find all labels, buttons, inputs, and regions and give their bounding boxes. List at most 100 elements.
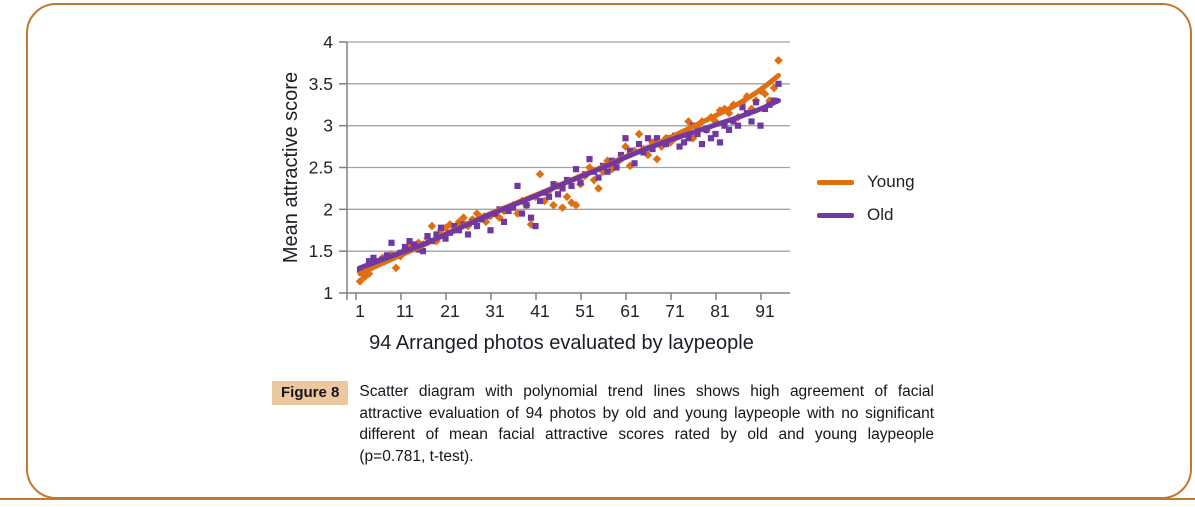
scatter-point-young — [598, 167, 608, 176]
scatter-point-young — [684, 117, 693, 126]
scatter-point-old — [622, 135, 629, 142]
scatter-point-young — [585, 163, 594, 172]
scatter-point-old — [716, 139, 724, 146]
scatter-point-old — [757, 122, 764, 129]
scatter-point-old — [559, 185, 566, 192]
figure-caption-text: Scatter diagram with polynomial trend li… — [359, 383, 934, 465]
x-tick-label: 21 — [440, 301, 459, 321]
scatter-point-old — [424, 233, 431, 240]
scatter-point-young — [513, 209, 522, 218]
scatter-point-old — [433, 231, 440, 238]
scatter-point-old — [626, 147, 634, 154]
scatter-point-young — [571, 200, 581, 210]
scatter-point-young — [427, 221, 437, 231]
scatter-point-old — [406, 238, 413, 245]
scatter-point-young — [688, 133, 698, 143]
scatter-point-young — [607, 164, 617, 174]
scatter-point-old — [604, 168, 611, 175]
scatter-point-old — [500, 218, 508, 225]
legend-item-old: Old — [817, 204, 915, 226]
scatter-point-old — [370, 254, 377, 261]
scatter-point-old — [721, 122, 728, 129]
scatter-point-old — [464, 231, 472, 238]
scatter-point-old — [410, 241, 418, 248]
scatter-point-old — [653, 135, 661, 142]
scatter-point-old — [437, 224, 445, 231]
scatter-point-young — [652, 154, 662, 164]
scatter-point-old — [676, 143, 683, 150]
figure-caption: Figure 8 Scatter diagram with polynomial… — [272, 381, 934, 467]
scatter-point-old — [518, 210, 526, 217]
bottom-divider — [0, 498, 1195, 500]
scatter-point-young — [774, 56, 783, 65]
scatter-point-young — [747, 104, 756, 114]
scatter-point-young — [765, 96, 774, 105]
y-tick-label: 4 — [323, 32, 333, 52]
scatter-point-old — [586, 156, 593, 163]
x-tick-label: 81 — [710, 301, 729, 321]
scatter-point-young — [711, 117, 720, 126]
y-tick-label: 1 — [323, 283, 333, 303]
scatter-point-old — [748, 118, 755, 125]
scatter-point-old — [442, 235, 449, 242]
legend-label-old: Old — [867, 205, 894, 224]
scatter-point-old — [595, 174, 602, 181]
scatter-point-young — [459, 213, 468, 222]
scatter-point-old — [568, 182, 575, 190]
young-series-swatch — [817, 179, 854, 185]
scatter-point-old — [550, 181, 557, 188]
scatter-point-young — [567, 198, 576, 207]
scatter-point-young — [526, 220, 536, 229]
chart-legend: Young Old — [817, 171, 915, 226]
legend-label-young: Young — [867, 172, 915, 191]
scatter-point-old — [694, 130, 701, 138]
scatter-point-old — [572, 166, 580, 173]
scatter-point-old — [532, 222, 539, 230]
scatter-point-young — [414, 238, 423, 248]
x-tick-label: 11 — [396, 301, 414, 321]
scatter-point-old — [514, 182, 521, 190]
x-tick-label: 71 — [665, 301, 684, 321]
scatter-point-young — [625, 161, 635, 171]
scatter-point-old — [613, 164, 620, 171]
y-tick-label: 2 — [323, 199, 333, 219]
scatter-point-old — [577, 179, 584, 186]
scatter-point-young — [355, 276, 365, 286]
scatter-point-young — [391, 263, 401, 273]
legend-item-young: Young — [817, 171, 915, 193]
scatter-point-old — [473, 222, 481, 230]
scatter-point-young — [535, 169, 545, 179]
scatter-point-old — [712, 130, 719, 138]
scatter-point-old — [365, 258, 373, 265]
scatter-point-old — [505, 207, 512, 215]
x-tick-label: 51 — [575, 301, 594, 321]
figure-number-badge: Figure 8 — [272, 381, 349, 405]
scatter-point-young — [594, 184, 603, 193]
scatter-point-young — [643, 150, 653, 160]
y-tick-label: 2.5 — [309, 158, 333, 178]
scatter-point-young — [621, 142, 630, 151]
scatter-point-young — [769, 83, 779, 93]
scatter-point-old — [388, 239, 395, 246]
old-series-swatch — [817, 212, 854, 218]
scatter-point-young — [472, 209, 482, 218]
scatter-point-young — [562, 192, 572, 202]
scatter-point-old — [685, 135, 692, 142]
scatter-point-young — [648, 138, 657, 147]
scatter-point-old — [739, 104, 746, 111]
scatter-point-young — [549, 200, 558, 210]
scatter-point-old — [680, 139, 688, 146]
scatter-point-old — [698, 140, 706, 148]
scatter-point-young — [724, 108, 734, 118]
scatter-point-old — [734, 122, 742, 129]
scatter-point-old — [617, 151, 625, 159]
scatter-point-old — [631, 160, 638, 167]
scatter-point-old — [707, 135, 715, 142]
scatter-point-old — [545, 193, 553, 200]
trend-line-old — [357, 98, 781, 271]
scatter-point-young — [657, 142, 666, 151]
scatter-point-old — [527, 214, 535, 221]
x-tick-label: 31 — [485, 301, 504, 321]
x-axis-title: 94 Arranged photos evaluated by laypeopl… — [369, 332, 754, 354]
